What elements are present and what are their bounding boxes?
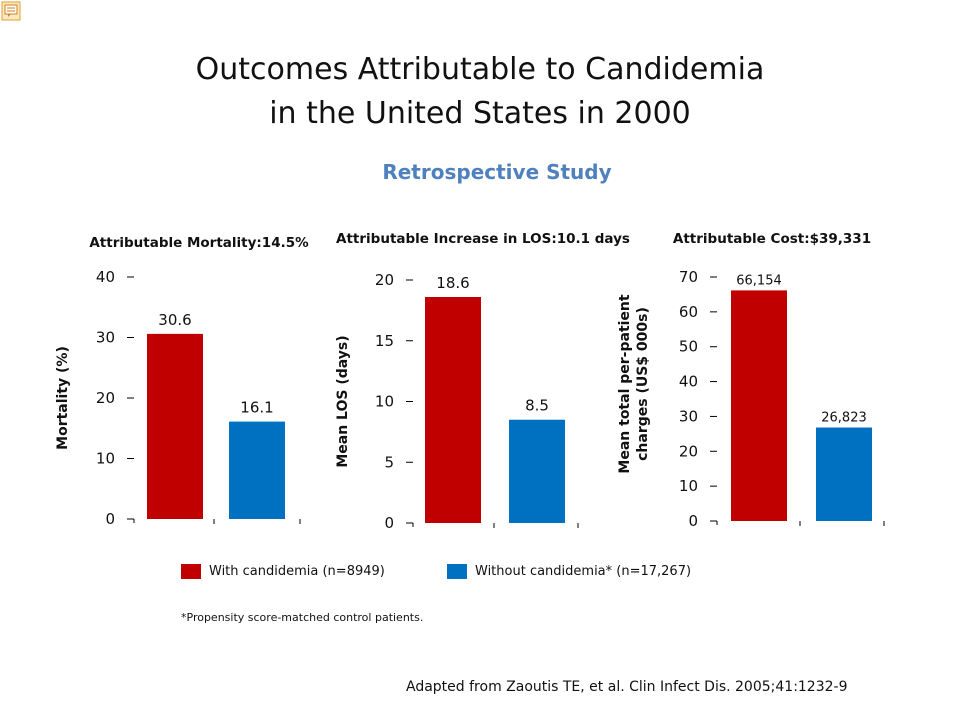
citation: Adapted from Zaoutis TE, et al. Clin Inf… (406, 679, 848, 695)
title-line-2: in the United States in 2000 (269, 96, 691, 131)
bar-1-1 (147, 333, 203, 519)
bar-3-1 (731, 290, 787, 521)
chart-title-3: Attributable Cost:$39,331 (673, 231, 871, 247)
y-axis-label-1: Mortality (%) (55, 346, 71, 450)
y-tick-label-3-0: 0 (688, 512, 698, 530)
y-tick-label-3-4: 40 (679, 373, 698, 391)
y-tick-label-1-2: 20 (96, 389, 115, 407)
bar-2-1 (425, 297, 481, 523)
legend-label-with: With candidemia (n=8949) (209, 564, 385, 579)
y-tick-label-3-3: 30 (679, 407, 698, 425)
legend-swatch-without (447, 564, 467, 579)
y-tick-label-1-0: 0 (105, 510, 115, 528)
bar-label-1-2: 16.1 (240, 399, 273, 417)
comment-note-icon[interactable] (1, 1, 21, 21)
y-axis-label-3-1: Mean total per-patient (617, 294, 633, 473)
bar-3-2 (816, 427, 872, 521)
bar-label-3-1: 66,154 (736, 273, 782, 288)
y-tick-label-1-1: 10 (96, 450, 115, 468)
chart-title-1: Attributable Mortality:14.5% (89, 235, 309, 251)
page-title: Outcomes Attributable to Candidemia in t… (0, 48, 960, 136)
legend-swatch-with (181, 564, 201, 579)
bar-label-1-1: 30.6 (158, 311, 191, 329)
subtitle: Retrospective Study (382, 160, 612, 184)
bar-2-2 (509, 419, 565, 523)
y-tick-label-3-1: 10 (679, 477, 698, 495)
y-tick-label-2-1: 5 (384, 453, 394, 471)
y-tick-label-3-5: 50 (679, 338, 698, 356)
footnote: *Propensity score-matched control patien… (181, 611, 424, 624)
bar-1-2 (229, 421, 285, 519)
y-tick-label-3-6: 60 (679, 303, 698, 321)
y-tick-label-2-3: 15 (375, 332, 394, 350)
y-tick-label-3-7: 70 (679, 268, 698, 286)
bar-label-2-2: 8.5 (525, 397, 549, 415)
y-tick-label-3-2: 20 (679, 442, 698, 460)
y-tick-label-2-4: 20 (375, 271, 394, 289)
bar-label-3-2: 26,823 (821, 411, 867, 426)
y-axis-label-2: Mean LOS (days) (335, 335, 351, 467)
bar-label-2-1: 18.6 (436, 274, 469, 292)
y-tick-label-1-4: 40 (96, 268, 115, 286)
legend-item-without-candidemia: Without candidemia* (n=17,267) (447, 564, 691, 579)
y-tick-label-2-0: 0 (384, 514, 394, 532)
legend-item-with-candidemia: With candidemia (n=8949) (181, 564, 385, 579)
y-axis-label-3-2: charges (US$ 000s) (635, 307, 651, 461)
y-tick-label-1-3: 30 (96, 329, 115, 347)
title-line-1: Outcomes Attributable to Candidemia (195, 52, 765, 87)
legend-label-without: Without candidemia* (n=17,267) (475, 564, 692, 579)
y-tick-label-2-2: 10 (375, 393, 394, 411)
chart-title-2: Attributable Increase in LOS:10.1 days (336, 231, 630, 247)
